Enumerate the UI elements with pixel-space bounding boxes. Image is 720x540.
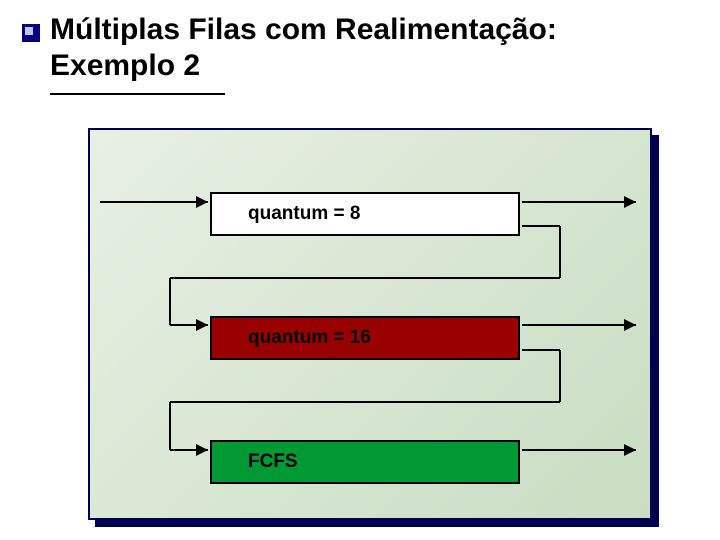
title-underline <box>50 93 225 95</box>
queue-box-1: quantum = 16 <box>210 316 520 360</box>
queue-box-0: quantum = 8 <box>210 192 520 236</box>
title-line-1: Múltiplas Filas com Realimentação: <box>50 13 557 46</box>
queue-box-2: FCFS <box>210 440 520 484</box>
title-line-2: Exemplo 2 <box>50 49 200 82</box>
page-title: Múltiplas Filas com Realimentação: Exemp… <box>50 12 557 84</box>
bullet-icon <box>22 24 40 42</box>
